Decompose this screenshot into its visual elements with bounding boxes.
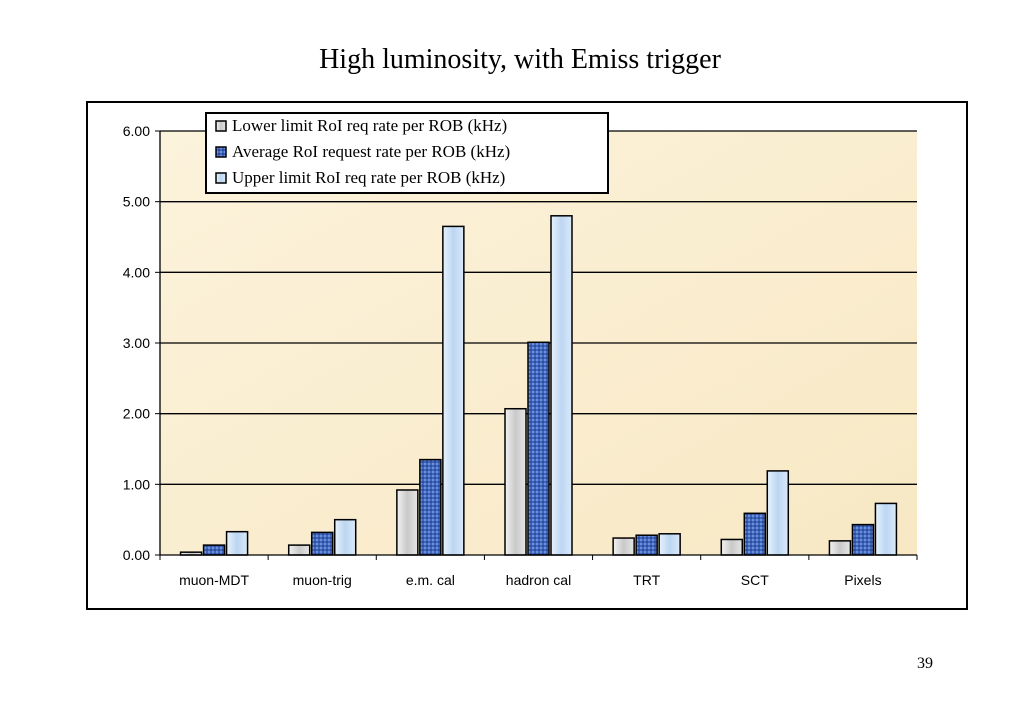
legend-swatch [215,120,227,132]
bar-upper [225,530,249,556]
bar-average [419,458,442,556]
x-tick-label: Pixels [844,572,881,588]
bar-average [851,523,875,556]
bar-upper [658,533,681,556]
bar-lower [720,538,744,556]
bar-upper [766,470,790,556]
y-tick-label: 2.00 [123,406,150,422]
legend-swatch [215,172,227,184]
y-tick-label: 4.00 [123,264,150,280]
bar-average [635,534,658,556]
bar-upper [874,502,898,556]
x-tick-label: TRT [633,572,660,588]
page-number: 39 [917,655,933,672]
x-tick-label: muon-MDT [179,572,249,588]
bar-lower [828,540,852,556]
y-tick-label: 3.00 [123,335,150,351]
legend-label: Lower limit RoI req rate per ROB (kHz) [232,116,507,135]
x-tick-label: muon-trig [293,572,352,588]
legend-swatch [215,146,227,158]
bar-average [743,512,767,556]
bar-lower [504,407,527,556]
bar-lower [396,489,419,556]
legend-label: Average RoI request rate per ROB (kHz) [232,142,510,161]
y-tick-label: 6.00 [123,123,150,139]
bar-average [527,341,550,556]
x-tick-label: hadron cal [506,572,571,588]
legend-box [205,112,609,194]
bar-average [310,531,334,556]
legend-label: Upper limit RoI req rate per ROB (kHz) [232,168,505,187]
y-tick-label: 5.00 [123,194,150,210]
chart-frame: 0.00 1.00 2.00 3.00 4.00 5.00 6.00 muon-MDT muo… [86,101,968,610]
y-tick-label: 0.00 [123,547,150,563]
bar-upper [333,518,357,556]
bar-upper [442,225,465,556]
x-tick-label: SCT [741,572,769,588]
bar-upper [550,215,573,556]
y-tick-label: 1.00 [123,476,150,492]
slide-title: High luminosity, with Emiss trigger [319,44,721,75]
bar-average [202,544,226,556]
x-tick-label: e.m. cal [406,572,455,588]
bar-chart: 0.00 1.00 2.00 3.00 4.00 5.00 6.00 muon-MDT muo… [123,112,918,588]
bar-lower [612,537,635,556]
bar-lower [287,544,311,556]
